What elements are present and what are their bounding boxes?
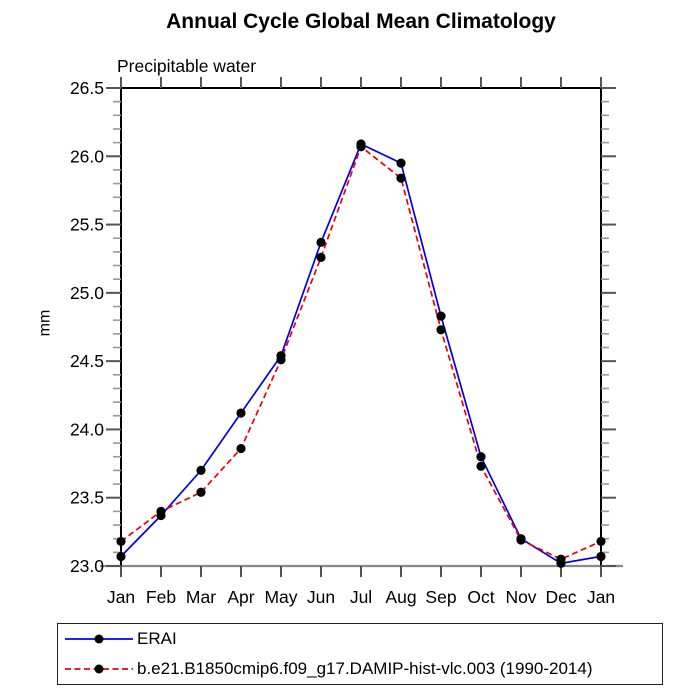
x-tick-label: Mar — [186, 587, 216, 607]
x-tick-label: May — [264, 587, 297, 607]
data-point-marker — [596, 536, 606, 547]
data-point-marker — [236, 443, 246, 454]
series-line-0 — [120, 142, 602, 565]
legend-item-model: b.e21.B1850cmip6.f09_g17.DAMIP-hist-vlc.… — [58, 654, 662, 684]
x-tick-label: Jan — [107, 587, 135, 607]
y-axis-ticks: 23.0 23.5 24.0 24.5 25.0 25.5 26.0 26.5 — [70, 78, 616, 576]
data-point-marker — [356, 142, 366, 152]
x-tick-label: Apr — [227, 587, 254, 607]
x-tick-label: Nov — [505, 587, 536, 607]
data-point-marker — [276, 355, 286, 365]
data-point-marker — [556, 554, 566, 564]
legend-label-erai: ERAI — [137, 629, 177, 648]
x-tick-label: Feb — [146, 587, 176, 607]
chart-title: Annual Cycle Global Mean Climatology — [166, 10, 556, 33]
y-tick-label: 26.5 — [70, 78, 104, 98]
y-tick-label: 26.0 — [70, 146, 104, 166]
y-tick-label: 23.5 — [70, 488, 104, 508]
x-tick-label: Dec — [545, 587, 576, 607]
y-tick-label: 24.5 — [70, 351, 104, 371]
plot-frame — [100, 77, 623, 577]
data-point-marker — [236, 408, 246, 418]
y-tick-label: 23.0 — [70, 556, 104, 576]
data-point-marker — [396, 158, 406, 168]
series-line-1 — [120, 145, 602, 561]
data-point-marker — [436, 311, 446, 321]
legend-marker-dot — [94, 634, 104, 644]
x-tick-label: Jul — [350, 587, 372, 607]
x-tick-label: Oct — [467, 587, 494, 607]
data-point-marker — [316, 252, 326, 262]
y-tick-label: 25.0 — [70, 283, 104, 303]
data-point-marker — [196, 487, 206, 497]
chart-subtitle: Precipitable water — [117, 56, 257, 76]
data-point-marker — [596, 551, 606, 562]
data-point-marker — [396, 173, 406, 183]
data-point-marker — [316, 237, 326, 247]
legend-label-model: b.e21.B1850cmip6.f09_g17.DAMIP-hist-vlc.… — [137, 659, 593, 678]
data-point-marker — [476, 461, 486, 471]
x-tick-label: Jun — [307, 587, 335, 607]
legend-box: ERAI b.e21.B1850cmip6.f09_g17.DAMIP-hist… — [57, 623, 663, 685]
series-markers-1 — [116, 142, 606, 564]
legend-swatch-solid-line-icon — [65, 634, 133, 644]
x-tick-label: Jan — [587, 587, 615, 607]
y-tick-label: 25.5 — [70, 215, 104, 235]
x-tick-label: Aug — [385, 587, 416, 607]
data-point-marker — [436, 325, 446, 335]
legend-marker-dot — [94, 664, 104, 674]
series-markers-0 — [116, 139, 606, 568]
legend-item-erai: ERAI — [58, 624, 662, 654]
data-point-marker — [476, 452, 486, 462]
data-point-marker — [116, 551, 126, 562]
x-axis-ticks: Jan Feb Mar Apr May Jun Jul Aug Sep Oct Nov Dec Jan — [107, 77, 615, 607]
data-point-marker — [116, 536, 126, 547]
x-tick-label: Sep — [425, 587, 456, 607]
data-point-marker — [516, 535, 526, 545]
legend-swatch-dashed-line-icon — [65, 664, 133, 674]
data-point-marker — [156, 506, 166, 516]
data-point-marker — [196, 465, 206, 475]
y-tick-label: 24.0 — [70, 419, 104, 439]
